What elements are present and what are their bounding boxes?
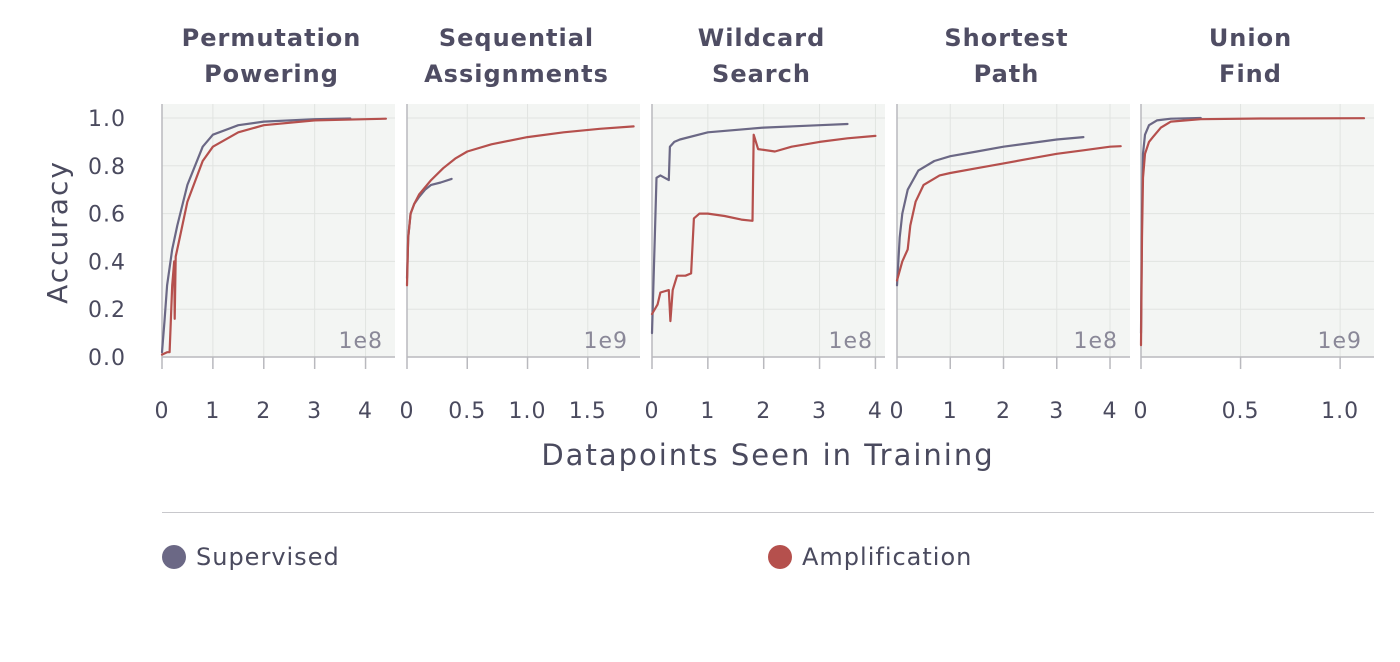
axis-offset-label: 1e9 [583, 329, 628, 354]
panel-background [407, 104, 640, 357]
panel-2: Wildcard Search 0 1 2 3 4 1e8 [645, 24, 885, 424]
x-tick-label: 1 [205, 399, 220, 424]
x-tick-label: 4 [358, 399, 373, 424]
panel-title: Union [1209, 24, 1292, 52]
panel-background [1141, 104, 1374, 357]
panel-title: Permutation [182, 24, 362, 52]
x-tick-label: 0 [400, 399, 415, 424]
x-tick-label: 3 [1049, 399, 1064, 424]
panel-4: Union Find 0 0.5 1.0 1e9 [1134, 24, 1374, 424]
x-tick-label: 4 [868, 399, 883, 424]
x-tick-label: 2 [996, 399, 1011, 424]
panel-title: Path [974, 60, 1040, 88]
x-tick-label: 1.0 [509, 399, 547, 424]
series-line-amplification [405, 125, 635, 287]
x-tick-label: 0 [155, 399, 170, 424]
y-tick-label: 0.0 [88, 346, 126, 371]
y-tick-label: 0.4 [88, 250, 126, 275]
legend-item-supervised: Supervised [162, 543, 340, 571]
panel-3: Shortest Path 0 1 2 3 4 1e8 [890, 24, 1130, 424]
x-tick-label: 0.5 [1222, 399, 1260, 424]
axis-offset-label: 1e8 [828, 329, 873, 354]
panel-title: Search [712, 60, 811, 88]
panel-background [897, 104, 1130, 357]
panel-title: Wildcard [698, 24, 826, 52]
x-tick-label: 0 [890, 399, 905, 424]
panel-title: Shortest [944, 24, 1068, 52]
axis-offset-label: 1e9 [1317, 329, 1362, 354]
x-tick-label: 1 [943, 399, 958, 424]
series-line-amplification [1139, 117, 1366, 347]
x-tick-label: 2 [756, 399, 771, 424]
x-tick-label: 2 [256, 399, 271, 424]
legend-label-supervised: Supervised [196, 543, 340, 571]
panel-background [162, 104, 395, 357]
y-tick-label: 1.0 [88, 107, 126, 132]
panel-0: Permutation Powering 0 1 2 3 4 1e8 [155, 24, 395, 424]
y-tick-label: 0.2 [88, 298, 126, 323]
series-line-supervised [160, 117, 352, 354]
axis-offset-label: 1e8 [1073, 329, 1118, 354]
y-axis-label: Accuracy [41, 160, 74, 304]
panel-title: Find [1219, 60, 1282, 88]
panel-1: Sequential Assignments 0 0.5 1.0 1.5 1e9 [400, 24, 640, 424]
panel-title: Sequential [439, 24, 594, 52]
legend-divider [162, 512, 1374, 513]
y-tick-label: 0.6 [88, 203, 126, 228]
x-tick-label: 0 [1134, 399, 1149, 424]
legend-label-amplification: Amplification [802, 543, 973, 571]
legend-item-amplification: Amplification [768, 543, 972, 571]
x-tick-label: 0.5 [448, 399, 486, 424]
series-line-supervised [650, 122, 849, 335]
panel-background [652, 104, 885, 357]
x-tick-label: 1.5 [569, 399, 607, 424]
x-tick-label: 1 [700, 399, 715, 424]
x-tick-label: 3 [307, 399, 322, 424]
x-tick-label: 0 [645, 399, 660, 424]
series-line-supervised [895, 136, 1085, 287]
axis-offset-label: 1e8 [338, 329, 383, 354]
amplification-swatch-icon [768, 545, 792, 569]
panel-title: Powering [204, 60, 339, 88]
series-line-amplification [160, 117, 387, 356]
x-axis-label: Datapoints Seen in Training [541, 438, 994, 472]
y-tick-label: 0.8 [88, 155, 126, 180]
supervised-swatch-icon [162, 545, 186, 569]
x-tick-label: 3 [812, 399, 827, 424]
x-tick-label: 1.0 [1321, 399, 1359, 424]
series-line-amplification [650, 133, 877, 323]
panel-title: Assignments [424, 60, 609, 88]
x-tick-label: 4 [1103, 399, 1118, 424]
legend: Supervised Amplification [0, 543, 1400, 583]
series-line-amplification [895, 145, 1122, 282]
